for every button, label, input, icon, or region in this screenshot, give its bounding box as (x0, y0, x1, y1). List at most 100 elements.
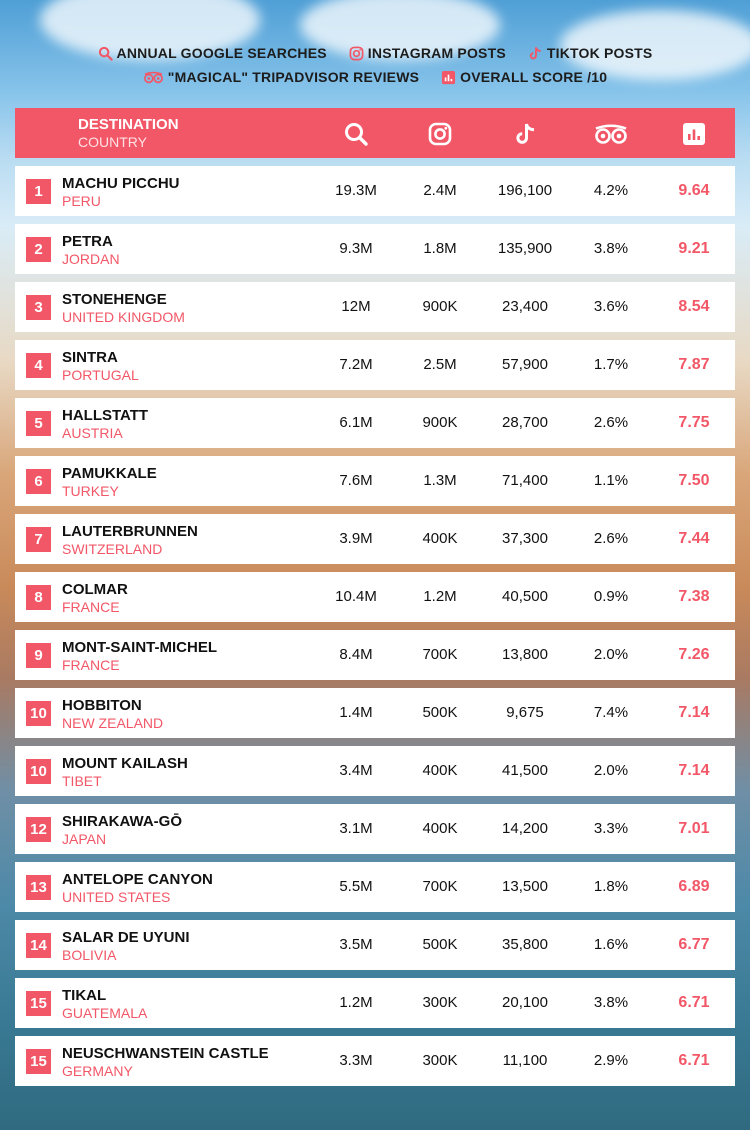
instagram-value: 2.5M (423, 356, 457, 373)
table-row: 10 MOUNT KAILASH TIBET 3.4M 400K 41,500 2.0% 7.… (15, 746, 735, 796)
destination-name: SALAR DE UYUNI (62, 929, 190, 946)
instagram-value: 1.3M (423, 472, 457, 489)
tripadvisor-value: 1.8% (593, 878, 629, 895)
bar-chart-icon (442, 70, 456, 84)
instagram-value: 900K (422, 298, 458, 315)
legend-searches: ANNUAL GOOGLE SEARCHES (98, 45, 327, 61)
rank-badge: 4 (26, 353, 51, 378)
destination-name: PAMUKKALE (62, 465, 157, 482)
legend-row-2: "MAGICAL" TRIPADVISOR REVIEWS OVERALL SC… (0, 69, 750, 85)
tiktok-value: 41,500 (502, 762, 548, 779)
legend-tiktok-label: TIKTOK POSTS (546, 45, 653, 61)
search-icon (345, 123, 368, 146)
score-value: 6.71 (678, 1052, 710, 1069)
bar-chart-icon (683, 123, 705, 145)
rank-badge: 6 (26, 469, 51, 494)
destination-name: PETRA (62, 233, 113, 250)
score-value: 6.89 (678, 878, 710, 895)
score-value: 7.50 (678, 472, 710, 489)
instagram-value: 2.4M (423, 182, 457, 199)
tiktok-icon (529, 46, 541, 59)
destination-name: HOBBITON (62, 697, 142, 714)
tripadvisor-value: 3.6% (593, 298, 629, 315)
rank-badge: 1 (26, 179, 51, 204)
table-row: 15 TIKAL GUATEMALA 1.2M 300K 20,100 3.8% 6.71 (15, 978, 735, 1028)
instagram-value: 400K (422, 762, 458, 779)
score-value: 9.21 (678, 240, 710, 257)
destination-name: MOUNT KAILASH (62, 755, 188, 772)
destination-name: LAUTERBRUNNEN (62, 523, 198, 540)
legend-tripadvisor-label: "MAGICAL" TRIPADVISOR REVIEWS (167, 69, 420, 85)
tripadvisor-value: 2.0% (593, 646, 629, 663)
country-name: TIBET (62, 773, 102, 789)
tiktok-value: 20,100 (502, 994, 548, 1011)
rank-badge: 10 (26, 759, 51, 784)
country-name: GERMANY (62, 1063, 133, 1079)
destination-name: ANTELOPE CANYON (62, 871, 213, 888)
searches-value: 3.4M (339, 762, 373, 779)
table-row: 15 NEUSCHWANSTEIN CASTLE GERMANY 3.3M 300K 11… (15, 1036, 735, 1086)
searches-value: 5.5M (339, 878, 373, 895)
tiktok-value: 40,500 (502, 588, 548, 605)
rank-badge: 12 (26, 817, 51, 842)
instagram-value: 300K (422, 1052, 458, 1069)
country-name: BOLIVIA (62, 947, 117, 963)
rank-badge: 15 (26, 1049, 51, 1074)
score-value: 6.77 (678, 936, 710, 953)
rank-badge: 8 (26, 585, 51, 610)
country-name: FRANCE (62, 657, 120, 673)
score-value: 7.75 (678, 414, 710, 431)
country-name: GUATEMALA (62, 1005, 148, 1021)
searches-value: 1.4M (339, 704, 373, 721)
instagram-value: 1.8M (423, 240, 457, 257)
tiktok-value: 71,400 (502, 472, 548, 489)
instagram-value: 700K (422, 646, 458, 663)
tiktok-value: 28,700 (502, 414, 548, 431)
legend-tripadvisor: "MAGICAL" TRIPADVISOR REVIEWS (143, 69, 419, 85)
score-value: 7.87 (678, 356, 710, 373)
instagram-icon (349, 46, 364, 60)
tripadvisor-value: 3.3% (593, 820, 629, 837)
country-name: PERU (62, 193, 101, 209)
country-name: UNITED STATES (62, 889, 171, 905)
legend-row-1: ANNUAL GOOGLE SEARCHES INSTAGRAM POSTS T… (0, 45, 750, 61)
table-row: 12 SHIRAKAWA-GŌ JAPAN 3.1M 400K 14,200 3.3% 7.0… (15, 804, 735, 854)
country-name: JAPAN (62, 831, 107, 847)
rank-badge: 5 (26, 411, 51, 436)
rank-badge: 14 (26, 933, 51, 958)
tripadvisor-value: 1.1% (593, 472, 629, 489)
searches-value: 10.4M (335, 588, 377, 605)
tiktok-icon (516, 123, 535, 144)
tiktok-value: 196,100 (497, 182, 553, 199)
searches-value: 9.3M (339, 240, 373, 257)
table-row: 1 MACHU PICCHU PERU 19.3M 2.4M 196,100 4.2% 9.6… (15, 166, 735, 216)
tripadvisor-value: 0.9% (593, 588, 629, 605)
tripadvisor-value: 3.8% (593, 994, 629, 1011)
tripadvisor-value: 2.9% (593, 1052, 629, 1069)
tripadvisor-value: 2.6% (593, 530, 629, 547)
table-row: 13 ANTELOPE CANYON UNITED STATES 5.5M 700K 13… (15, 862, 735, 912)
tiktok-value: 35,800 (502, 936, 548, 953)
score-value: 9.64 (678, 182, 710, 199)
rank-badge: 7 (26, 527, 51, 552)
destination-name: HALLSTATT (62, 407, 149, 424)
country-name: JORDAN (62, 251, 120, 267)
searches-value: 7.2M (339, 356, 373, 373)
score-value: 7.01 (678, 820, 710, 837)
score-value: 7.14 (678, 704, 710, 721)
rank-badge: 10 (26, 701, 51, 726)
tripadvisor-value: 1.6% (593, 936, 629, 953)
destination-name: SINTRA (62, 349, 118, 366)
tripadvisor-value: 2.0% (593, 762, 629, 779)
score-value: 7.14 (678, 762, 710, 779)
table-row: 6 PAMUKKALE TURKEY 7.6M 1.3M 71,400 1.1% 7.50 (15, 456, 735, 506)
score-value: 7.44 (678, 530, 710, 547)
tiktok-value: 135,900 (497, 240, 553, 257)
legend-score-label: OVERALL SCORE /10 (460, 69, 608, 85)
legend-tiktok: TIKTOK POSTS (528, 45, 653, 61)
rank-badge: 13 (26, 875, 51, 900)
instagram-value: 400K (422, 820, 458, 837)
searches-value: 3.5M (339, 936, 373, 953)
searches-value: 3.3M (339, 1052, 373, 1069)
tripadvisor-value: 7.4% (593, 704, 629, 721)
